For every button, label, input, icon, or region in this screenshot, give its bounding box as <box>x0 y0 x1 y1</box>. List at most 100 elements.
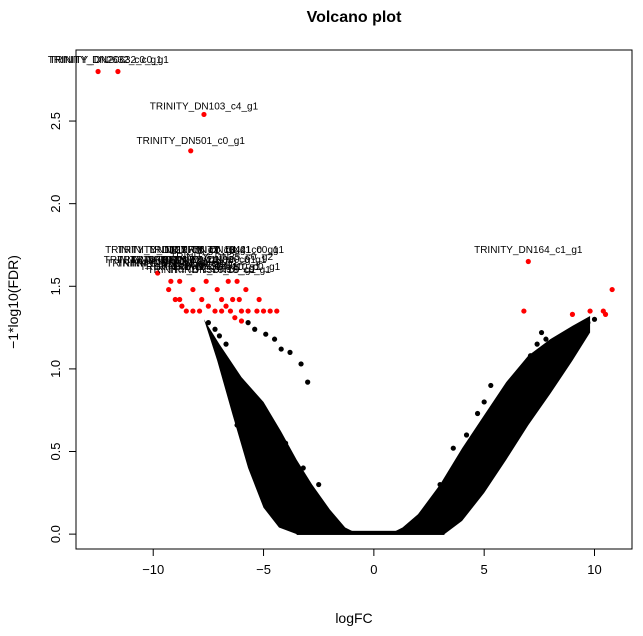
nonsignificant-point <box>534 341 540 347</box>
nonsignificant-point <box>541 349 547 355</box>
nonsignificant-point <box>532 369 538 375</box>
nonsignificant-point <box>300 465 306 471</box>
nonsignificant-point <box>547 358 553 364</box>
nonsignificant-point <box>543 336 549 342</box>
nonsignificant-point <box>463 432 470 438</box>
gene-label: TRINITY_DN145_c0_g1 <box>117 258 226 269</box>
nonsignificant-point <box>488 382 494 389</box>
nonsignificant-point <box>499 396 505 402</box>
nonsignificant-point <box>563 353 569 359</box>
significant-point <box>196 308 203 314</box>
nonsignificant-point <box>263 331 269 337</box>
nonsignificant-point <box>437 481 443 488</box>
nonsignificant-outlier-points <box>205 316 598 524</box>
y-tick-label: 0.0 <box>48 525 63 543</box>
nonsignificant-point <box>309 498 315 504</box>
plot-frame <box>75 49 633 550</box>
gene-label: TRINITY_DN376_c0_g1 <box>148 265 257 276</box>
dense-cloud-baseline <box>296 530 445 535</box>
nonsignificant-point <box>234 422 240 428</box>
significant-point <box>115 68 121 75</box>
nonsignificant-point <box>223 341 229 347</box>
x-tick-label: −5 <box>256 562 271 577</box>
gene-annotations: TRINITY_DN2632_c0_g1TRINITY_DN20632_c0_g… <box>48 55 583 276</box>
nonsignificant-point <box>450 445 456 451</box>
gene-label: TRINITY_DN511_c0_g1 <box>104 255 212 266</box>
significant-point <box>190 308 196 314</box>
gene-label: TRINITY_DN20632_c0_g1 <box>49 55 169 66</box>
gene-label: TRINITY_DN410_c0_g1 <box>172 262 281 273</box>
x-tick-label: 10 <box>587 562 601 577</box>
nonsignificant-point <box>567 346 573 352</box>
gene-label: TRINITY_DN21_c0_g1 <box>181 245 284 256</box>
significant-point <box>177 296 183 303</box>
significant-point <box>243 286 249 293</box>
significant-point <box>227 308 234 314</box>
nonsignificant-point <box>538 329 545 336</box>
significant-point <box>236 296 242 303</box>
nonsignificant-point <box>492 412 498 418</box>
significant-point <box>245 308 251 314</box>
nonsignificant-point <box>481 448 487 455</box>
y-tick-label: 1.0 <box>48 360 63 378</box>
nonsignificant-point <box>574 329 580 336</box>
significant-point <box>609 286 615 293</box>
significant-point <box>219 296 225 303</box>
gene-label: TRINITY_DN83_c0_g1 <box>106 258 209 269</box>
x-tick-label: 0 <box>370 562 377 577</box>
significant-point <box>205 303 211 309</box>
significant-points <box>95 68 615 324</box>
gene-label: TRINITY_DN46_c0_g1 <box>117 255 220 266</box>
significant-point <box>166 286 172 293</box>
nonsignificant-point <box>556 366 562 372</box>
significant-point <box>177 278 183 284</box>
significant-point <box>201 111 207 118</box>
significant-point <box>199 296 205 303</box>
significant-point <box>214 286 220 293</box>
significant-point <box>172 296 178 303</box>
gene-label: TRINITY_DN1344_c0_g1 <box>165 245 279 256</box>
significant-point <box>238 318 245 324</box>
significant-point <box>525 258 531 265</box>
x-tick-label: 5 <box>481 562 488 577</box>
nonsignificant-point <box>585 320 591 326</box>
nonsignificant-point <box>249 422 256 428</box>
significant-point <box>155 270 161 276</box>
significant-point <box>256 296 262 303</box>
nonsignificant-point <box>287 349 293 355</box>
nonsignificant-point <box>527 353 534 359</box>
gene-label: TRINITY_DN158_c0_g1 <box>130 258 239 269</box>
significant-point <box>232 315 238 321</box>
nonsignificant-point <box>459 472 465 478</box>
nonsignificant-point <box>419 518 425 524</box>
nonsignificant-point <box>316 481 322 488</box>
significant-point <box>223 303 229 309</box>
nonsignificant-point <box>278 346 284 352</box>
nonsignificant-point <box>298 361 304 367</box>
nonsignificant-point <box>428 506 434 512</box>
nonsignificant-point <box>205 320 211 326</box>
y-tick-label: 2.0 <box>48 195 63 213</box>
significant-point <box>267 308 273 314</box>
gene-label: TRINITY_DN77_c0_g1 <box>148 245 251 256</box>
nonsignificant-point <box>283 440 289 446</box>
x-axis-label: logFC <box>335 610 372 626</box>
gene-label: TRINITY_DN80_c0_g1 <box>164 255 267 266</box>
gene-label: TRINITY_DN103_c4_g1 <box>150 101 259 112</box>
significant-point <box>183 308 189 314</box>
significant-point <box>238 308 245 314</box>
significant-point <box>230 296 236 303</box>
nonsignificant-point <box>212 326 218 332</box>
x-tick-label: −10 <box>142 562 164 577</box>
significant-point <box>274 308 280 314</box>
significant-point <box>569 311 576 317</box>
y-axis-label: −1*log10(FDR) <box>5 255 21 349</box>
nonsignificant-point <box>245 320 251 326</box>
significant-point <box>188 148 194 154</box>
significant-point <box>179 303 185 309</box>
nonsignificant-point <box>216 333 223 339</box>
nonsignificant-point <box>510 386 516 392</box>
